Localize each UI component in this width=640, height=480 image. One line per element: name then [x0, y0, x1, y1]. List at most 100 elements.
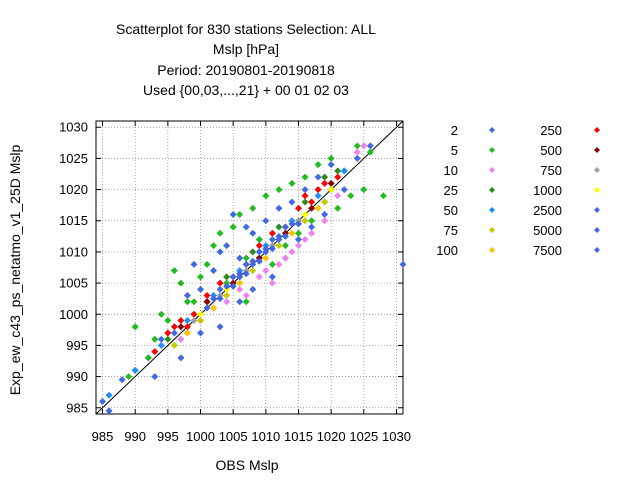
y-tick-label: 1015 [59, 213, 88, 228]
data-point [216, 229, 224, 237]
data-point [236, 298, 244, 306]
data-point [170, 323, 178, 331]
data-point [197, 285, 205, 293]
legend-marker [594, 147, 600, 153]
data-point [242, 292, 250, 300]
data-point [334, 167, 342, 175]
data-point [327, 179, 335, 187]
x-tick-label: 985 [92, 429, 114, 444]
data-point [327, 186, 335, 194]
x-tick-label: 990 [124, 429, 146, 444]
legend-marker [594, 247, 600, 253]
data-point [223, 242, 231, 250]
data-point [183, 298, 191, 306]
chart-title: Scatterplot for 830 stations Selection: … [116, 21, 376, 98]
data-point [249, 248, 257, 256]
series-7500 [236, 235, 283, 281]
data-point [223, 273, 231, 281]
y-tick-label: 1030 [59, 120, 88, 135]
data-point [99, 398, 107, 406]
y-tick-label: 995 [66, 338, 88, 353]
legend-marker [489, 227, 495, 233]
x-tick-label: 1025 [349, 429, 378, 444]
data-point [216, 295, 224, 303]
data-point [197, 273, 205, 281]
data-point [308, 217, 316, 225]
data-point [203, 304, 211, 312]
y-tick-label: 1000 [59, 307, 88, 322]
data-point [327, 154, 335, 162]
data-point [262, 192, 270, 200]
data-point [281, 254, 289, 262]
data-point [288, 198, 296, 206]
data-point [275, 235, 283, 243]
legend-label: 5 [451, 143, 458, 158]
data-point [242, 254, 250, 262]
data-point [177, 323, 185, 331]
data-point [210, 267, 218, 275]
x-tick-label: 1010 [251, 429, 280, 444]
data-point [223, 298, 231, 306]
data-point [255, 242, 263, 250]
data-point [340, 186, 348, 194]
data-point [216, 323, 224, 331]
series-5000 [216, 223, 289, 293]
data-point [366, 148, 374, 156]
data-point [223, 292, 231, 300]
data-point [314, 192, 322, 200]
data-point [288, 229, 296, 237]
data-point [275, 223, 283, 231]
data-point [294, 204, 302, 212]
data-point [118, 376, 126, 384]
data-point [275, 260, 283, 268]
data-point [294, 220, 302, 228]
data-point [301, 211, 309, 219]
data-point [268, 260, 276, 268]
data-point [177, 316, 185, 324]
data-point [249, 260, 257, 268]
data-points [99, 142, 407, 415]
data-point [308, 204, 316, 212]
data-point [151, 373, 159, 381]
title-line-1: Scatterplot for 830 stations Selection: … [116, 21, 376, 37]
data-point [203, 292, 211, 300]
data-point [242, 260, 250, 268]
data-point [144, 354, 152, 362]
data-point [151, 335, 159, 343]
data-point [210, 242, 218, 250]
y-axis-label: Exp_ew_c43_ps_netatmo_v1_25D Mslp [7, 144, 23, 395]
data-point [353, 154, 361, 162]
data-point [268, 273, 276, 281]
y-tick-label: 1010 [59, 244, 88, 259]
data-point [131, 366, 139, 374]
data-point [353, 142, 361, 150]
data-point [301, 198, 309, 206]
data-point [308, 198, 316, 206]
data-point [157, 341, 165, 349]
y-tick-label: 985 [66, 400, 88, 415]
data-point [223, 282, 231, 290]
title-line-2: Mslp [hPa] [213, 41, 279, 57]
data-point [203, 260, 211, 268]
y-tick-label: 1025 [59, 151, 88, 166]
data-point [334, 173, 342, 181]
data-point [157, 310, 165, 318]
data-point [190, 298, 198, 306]
x-tick-label: 1005 [219, 429, 248, 444]
data-point [249, 229, 257, 237]
series-75 [170, 198, 329, 349]
series-2 [99, 142, 407, 415]
data-point [255, 248, 263, 256]
data-point [275, 242, 283, 250]
data-point [183, 323, 191, 331]
y-axis-ticks: 985 990 995 1000 1005 1010 1015 1020 1025 1030 [59, 120, 403, 415]
data-point [190, 310, 198, 318]
data-point [170, 341, 178, 349]
data-point [170, 329, 178, 337]
legend-marker [594, 167, 600, 173]
data-point [255, 235, 263, 243]
data-point [229, 273, 237, 281]
legend-label: 1000 [533, 183, 562, 198]
legend-marker [594, 187, 600, 193]
